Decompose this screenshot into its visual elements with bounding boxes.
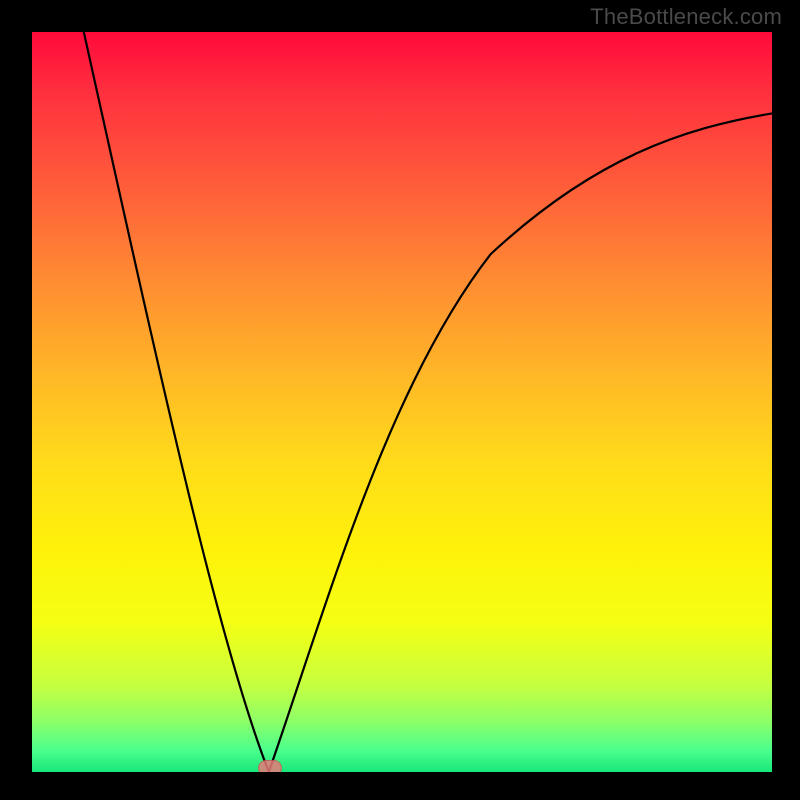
watermark-text: TheBottleneck.com [590, 4, 782, 30]
plot-area [32, 32, 772, 772]
outer-frame [0, 0, 800, 800]
curve-path [84, 32, 772, 772]
min-marker [258, 760, 282, 772]
curve-layer [32, 32, 772, 772]
